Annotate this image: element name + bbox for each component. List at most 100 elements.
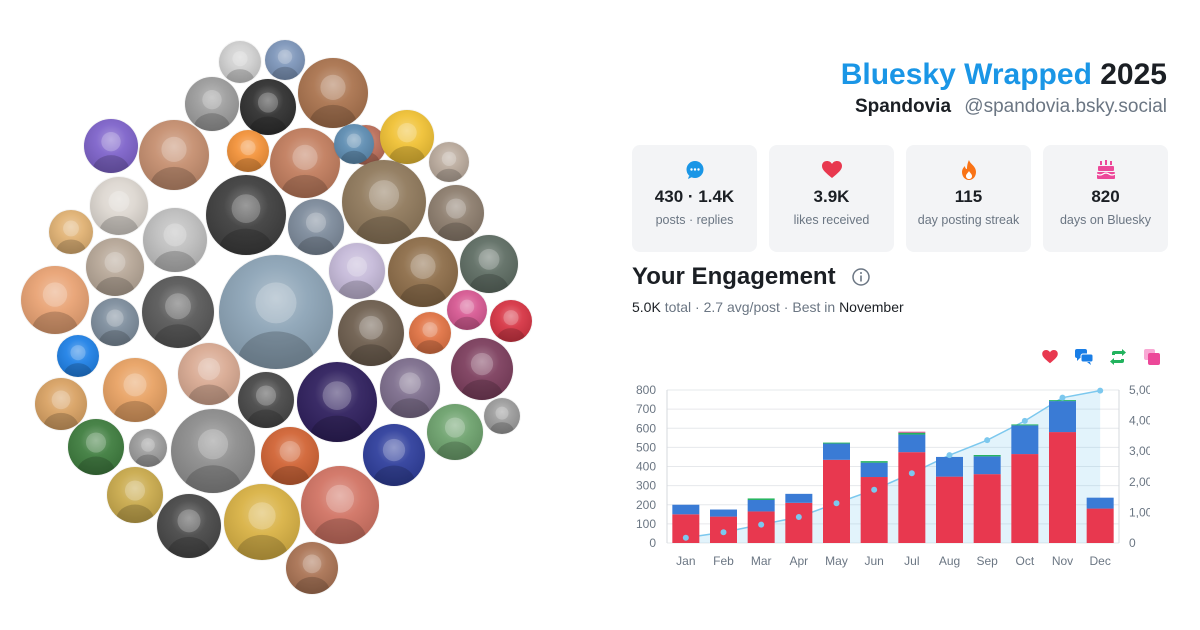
avatar-colorful-eye[interactable] xyxy=(84,119,138,173)
avatar-orange-cat[interactable] xyxy=(409,312,451,354)
y-tick-label: 700 xyxy=(636,402,656,416)
x-tick-label: Dec xyxy=(1089,554,1110,568)
bar-segment xyxy=(1049,401,1076,433)
stat-label: day posting streak xyxy=(917,213,1020,227)
avatar-cap-man[interactable] xyxy=(460,235,518,293)
avatar-db-logo[interactable] xyxy=(265,40,305,80)
avatar-dark-small[interactable] xyxy=(157,494,221,558)
stat-card-posts: 430 · 1.4K posts · replies xyxy=(632,145,757,252)
y-tick-label: 100 xyxy=(636,517,656,531)
bar-segment xyxy=(823,443,850,460)
avatar-black-cat[interactable] xyxy=(238,372,294,428)
avatar-fox-art[interactable] xyxy=(261,427,319,485)
engagement-summary: 5.0K total · 2.7 avg/post · Best in Nove… xyxy=(632,299,904,315)
avatar-dumbbells[interactable] xyxy=(142,276,214,348)
avatar-headphones-man[interactable] xyxy=(206,175,286,255)
avatar-tower-photo[interactable] xyxy=(288,199,344,255)
avatar-bearded-man[interactable] xyxy=(86,238,144,296)
chat-bubble-icon xyxy=(684,159,706,181)
avatar-glasses-woman[interactable] xyxy=(286,542,338,594)
bar-segment xyxy=(672,504,700,515)
avatar-bw-woman[interactable] xyxy=(143,208,207,272)
reply-icon[interactable] xyxy=(1074,347,1094,367)
bar-segment xyxy=(1011,424,1039,426)
quote-icon[interactable] xyxy=(1142,347,1162,367)
stat-card-days: 820 days on Bluesky xyxy=(1043,145,1168,252)
avatar-toy-figure[interactable] xyxy=(429,142,469,182)
avatar-purple-glasses[interactable] xyxy=(297,362,377,442)
avatar-pinup[interactable] xyxy=(178,343,240,405)
x-tick-label: Nov xyxy=(1052,554,1073,568)
avatar-cluster xyxy=(0,0,560,630)
avatar-hand-ring[interactable] xyxy=(35,378,87,430)
x-tick-label: Apr xyxy=(789,554,808,568)
avatar-wolf[interactable] xyxy=(342,160,426,244)
avatar-cartoon-woman[interactable] xyxy=(103,358,167,422)
separator: · xyxy=(691,299,704,315)
bar-segment xyxy=(973,474,1001,543)
avatar-dark-hair-cartoon[interactable] xyxy=(451,338,513,400)
x-tick-label: Feb xyxy=(713,554,734,568)
x-tick-label: Jul xyxy=(904,554,919,568)
avatar-pale-blonde[interactable] xyxy=(90,177,148,235)
info-icon[interactable] xyxy=(852,268,870,286)
avatar-smoke-woman[interactable] xyxy=(301,466,379,544)
stat-card-likes: 3.9K likes received xyxy=(769,145,894,252)
avatar-santa-hat[interactable] xyxy=(68,419,124,475)
stat-label: likes received xyxy=(793,213,870,227)
x-tick-label: Jun xyxy=(864,554,883,568)
avatar-blue-logo[interactable] xyxy=(57,335,99,377)
cumulative-point xyxy=(1021,417,1028,424)
avatar-orange-face[interactable] xyxy=(227,130,269,172)
y-tick-label: 0 xyxy=(649,536,656,550)
x-tick-label: Jan xyxy=(676,554,695,568)
avatar-tattoo-arm[interactable] xyxy=(334,124,374,164)
avatar-short-hair-woman[interactable] xyxy=(484,398,520,434)
bar-segment xyxy=(973,455,1001,457)
avatar-coffee-sign[interactable] xyxy=(388,237,458,307)
y2-tick-label: 4,000 xyxy=(1129,414,1150,428)
bar-segment xyxy=(1086,508,1114,543)
avatar-baby[interactable] xyxy=(129,429,167,467)
avatar-dog-cartoon[interactable] xyxy=(107,467,163,523)
stat-value: 430 · 1.4K xyxy=(654,187,735,206)
avatar-red-hair-portrait[interactable] xyxy=(490,300,532,342)
x-tick-label: Oct xyxy=(1015,554,1034,568)
avatar-blonde-woman[interactable] xyxy=(49,210,93,254)
avatar-eye-sketch[interactable] xyxy=(185,77,239,131)
avatar-boots[interactable] xyxy=(338,300,404,366)
avatar-woman-back[interactable] xyxy=(428,185,484,241)
avatar-dark-portrait[interactable] xyxy=(240,79,296,135)
cake-icon xyxy=(1095,159,1117,181)
bar-segment xyxy=(1049,432,1076,543)
y2-tick-label: 3,000 xyxy=(1129,444,1150,458)
y2-tick-label: 0 xyxy=(1129,536,1136,550)
avatar-painting-woman[interactable] xyxy=(380,358,440,418)
avatar-glasses-cartoon[interactable] xyxy=(380,110,434,164)
avatar-cat-drawing[interactable] xyxy=(329,243,385,299)
stat-label: days on Bluesky xyxy=(1059,213,1152,227)
avatar-marx-cartoon[interactable] xyxy=(427,404,483,460)
avatar-woman-portrait[interactable] xyxy=(270,128,340,198)
bar-segment xyxy=(936,456,963,477)
avatar-beach-shadow[interactable] xyxy=(219,255,333,369)
avatar-meditating-figure[interactable] xyxy=(219,41,261,83)
repost-icon[interactable] xyxy=(1108,347,1128,367)
x-tick-label: Mar xyxy=(751,554,772,568)
stat-value: 3.9K xyxy=(813,187,850,206)
engagement-chart: 0 100 200 300 400 500 600 700 800 0 1,000 2,000 3,00… xyxy=(636,383,1150,568)
avatar-angel-drawing[interactable] xyxy=(21,266,89,334)
bar-segment xyxy=(785,493,813,503)
avatar-sunglasses-woman[interactable] xyxy=(298,58,368,128)
avatar-pink-hair[interactable] xyxy=(447,290,487,330)
y-tick-label: 500 xyxy=(636,440,656,454)
avatar-chocolate[interactable] xyxy=(363,424,425,486)
bar-segment xyxy=(1011,454,1039,543)
avatar-bearded-old-man[interactable] xyxy=(171,409,255,493)
avatar-cartoon-man[interactable] xyxy=(91,298,139,346)
heart-icon[interactable] xyxy=(1040,347,1060,367)
heart-icon xyxy=(821,159,843,181)
avatar-man-portrait[interactable] xyxy=(139,120,209,190)
y-tick-label: 200 xyxy=(636,498,656,512)
avatar-mosaic-art[interactable] xyxy=(224,484,300,560)
